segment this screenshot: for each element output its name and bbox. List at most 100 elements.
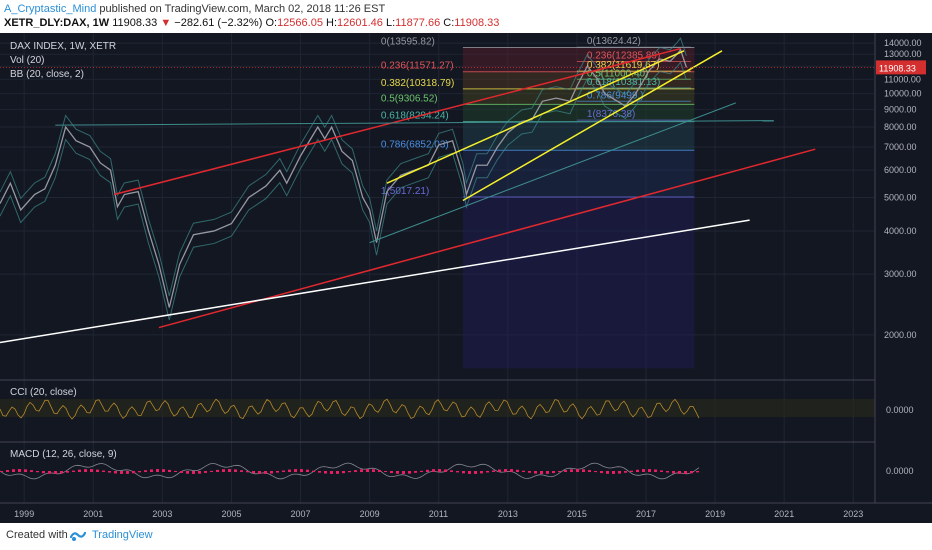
macd-hist-bar: [312, 470, 315, 472]
high-label: H:: [326, 17, 338, 29]
cci-axis-label: 0.0000: [886, 405, 914, 415]
low-label: L:: [385, 17, 396, 29]
macd-hist-bar: [90, 469, 93, 472]
macd-hist-bar: [396, 471, 399, 474]
chart-area[interactable]: 0(13595.82) 0.236(11571.27) 0.382(10318.79…: [0, 33, 932, 523]
macd-hist-bar: [378, 469, 381, 472]
macd-hist-bar: [330, 471, 333, 474]
macd-hist-bar: [636, 469, 639, 472]
macd-hist-bar: [474, 471, 477, 474]
low-value: 11877.66: [395, 17, 441, 29]
tradingview-logo-icon[interactable]: [70, 527, 86, 543]
x-tick-label: 2005: [221, 509, 241, 519]
macd-hist-bar: [534, 471, 537, 474]
fib-label: 0.382(10318.79): [381, 78, 454, 89]
y-tick-label: 3000.00: [884, 269, 917, 279]
fib2-label: 0.236(12385.89): [587, 50, 660, 61]
macd-hist-bar: [618, 471, 621, 474]
trend-line-teal: [55, 120, 774, 126]
x-tick-label: 2007: [291, 509, 311, 519]
x-tick-label: 2023: [843, 509, 863, 519]
macd-hist-bar: [156, 469, 159, 472]
macd-hist-bar: [564, 470, 567, 472]
x-tick-label: 2019: [705, 509, 725, 519]
trend-line-yellow: [386, 50, 685, 184]
macd-hist-bar: [450, 470, 453, 472]
macd-hist-bar: [414, 471, 417, 473]
fib-zone: [462, 121, 695, 151]
macd-hist-bar: [666, 471, 669, 473]
macd-hist-bar: [588, 470, 591, 472]
x-tick-label: 2003: [152, 509, 172, 519]
tradingview-link[interactable]: TradingView: [92, 529, 153, 541]
macd-hist-bar: [444, 469, 447, 472]
last-price-box: [876, 60, 926, 75]
macd-hist-bar: [582, 469, 585, 472]
macd-hist-bar: [612, 471, 615, 474]
macd-hist-bar: [126, 471, 129, 474]
macd-hist-bar: [558, 471, 561, 473]
axes: 14000.0013000.0012000.0011000.0010000.00…: [0, 33, 932, 519]
publish-info: A_Cryptastic_Mind published on TradingVi…: [4, 3, 385, 15]
macd-hist-bar: [12, 469, 15, 472]
close-value: 11908.33: [454, 17, 500, 29]
macd-hist-bar: [498, 469, 501, 472]
macd-hist-bar: [270, 471, 273, 474]
macd-hist-bar: [492, 470, 495, 472]
macd-hist-bar: [516, 469, 519, 472]
fib-zone: [462, 71, 695, 89]
created-with-text: Created with: [6, 529, 68, 541]
macd-hist-bar: [456, 471, 459, 473]
macd-hist-bar: [204, 471, 207, 473]
macd-hist-bar: [300, 469, 303, 472]
macd-hist-bar: [150, 469, 153, 472]
y-tick-label: 11000.00: [884, 74, 921, 84]
macd-hist-bar: [72, 470, 75, 472]
macd-hist-bar: [348, 471, 351, 473]
cci-legend: CCI (20, close): [10, 387, 77, 398]
macd-hist-bar: [630, 470, 633, 472]
footer: Created with TradingView: [0, 523, 932, 550]
macd-hist-bar: [114, 471, 117, 474]
fib2-label: 0.618(10381.13): [587, 77, 660, 88]
macd-hist-bar: [252, 471, 255, 474]
macd-hist-bar: [0, 471, 3, 472]
macd-hist-bar: [36, 471, 39, 473]
y-tick-label: 2000.00: [884, 330, 917, 340]
macd-hist-bar: [672, 471, 675, 474]
macd-hist-bar: [84, 469, 87, 472]
macd-hist-bar: [690, 471, 693, 474]
macd-hist-bar: [318, 471, 321, 473]
macd-hist-bar: [294, 469, 297, 472]
y-tick-label: 6000.00: [884, 165, 917, 175]
fib-label: 0.618(8294.24): [381, 111, 449, 122]
price-series: [0, 48, 688, 308]
trend-line-yellow: [462, 50, 723, 202]
y-tick-label: 7000.00: [884, 142, 917, 152]
down-arrow-icon: ▼: [160, 17, 172, 29]
fib2-label: 0.382(11619.67): [587, 60, 660, 71]
macd-hist-bar: [228, 469, 231, 472]
legends: DAX INDEX, 1W, XETR Vol (20) BB (20, clo…: [10, 41, 117, 460]
trend-line-teal: [369, 102, 736, 244]
macd-hist-bar: [678, 471, 681, 474]
macd-hist-bar: [198, 471, 201, 474]
price-line: [0, 48, 688, 308]
fib2-label: 0(13624.42): [587, 36, 641, 47]
symbol-label: XETR_DLY:DAX, 1W: [4, 17, 110, 29]
fib-label: 0.5(9306.52): [381, 93, 438, 104]
macd-hist-bar: [426, 469, 429, 472]
macd-hist-bar: [486, 471, 489, 473]
chart-svg[interactable]: 0(13595.82) 0.236(11571.27) 0.382(10318.79…: [0, 33, 932, 523]
macd-hist-bar: [432, 469, 435, 472]
x-tick-label: 2021: [774, 509, 794, 519]
price-change: −282.61 (−2.32%): [174, 17, 263, 29]
macd-hist-bar: [288, 469, 291, 472]
indicator-panes: 0.0000 0.0000: [0, 398, 914, 480]
fib-zone: [462, 196, 695, 369]
macd-hist-bar: [42, 471, 45, 474]
publish-text: published on TradingView.com, March 02, …: [99, 3, 386, 15]
macd-hist-bar: [222, 469, 225, 472]
macd-hist-bar: [306, 469, 309, 472]
author-link[interactable]: A_Cryptastic_Mind: [4, 3, 97, 15]
